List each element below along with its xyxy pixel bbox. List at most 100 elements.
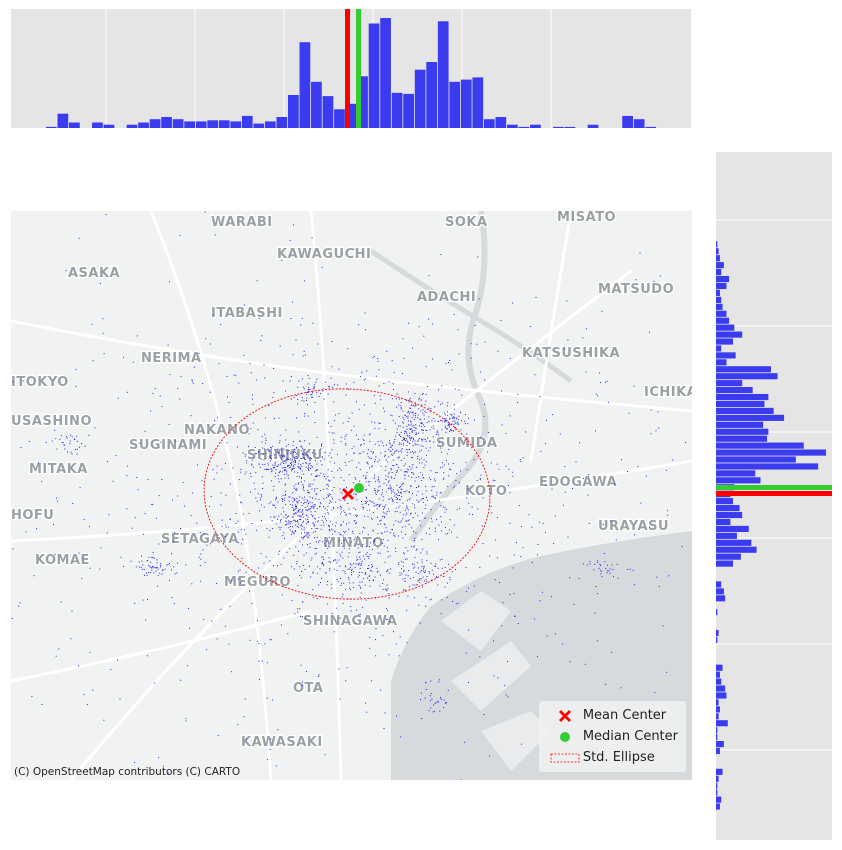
histogram-bar (207, 120, 219, 128)
histogram-bar (716, 380, 743, 387)
histogram-bar (92, 122, 103, 128)
histogram-bar (716, 768, 723, 775)
histogram-bar (334, 109, 345, 128)
place-label: MISATO (557, 211, 616, 225)
histogram-bar (253, 123, 265, 128)
histogram-bar (264, 121, 276, 128)
histogram-bar (126, 124, 138, 128)
histogram-bar (716, 359, 727, 366)
histogram-bar (716, 449, 826, 456)
legend-label: Mean Center (582, 708, 667, 723)
place-label: KOTO (465, 484, 507, 499)
histogram-bar (357, 76, 368, 128)
place-label: USASHINO (11, 414, 92, 429)
histogram-bar (645, 126, 657, 128)
histogram-bar (45, 126, 57, 128)
histogram-bar (184, 121, 196, 128)
place-label: SHINAGAWA (303, 614, 397, 629)
place-label: NAKANO (184, 423, 250, 438)
histogram-bar (716, 248, 719, 255)
place-label: KOMAE (35, 553, 90, 568)
histogram-bar (716, 518, 731, 526)
histogram-bar (716, 692, 727, 699)
median-center-legend-icon (547, 731, 583, 743)
histogram-bar (716, 685, 726, 692)
histogram-bar (716, 345, 722, 352)
map-panel[interactable]: WARABI SOKA MISATO KAWAGUCHI ASAKA ADACH… (11, 211, 692, 780)
histogram-bar (716, 393, 769, 401)
histogram-bar (716, 741, 724, 748)
legend-label: Median Center (582, 729, 678, 744)
histogram-bar (716, 387, 753, 394)
legend: Mean Center Median Center Std. Ellipse (538, 701, 686, 772)
histogram-bar (195, 121, 207, 128)
histogram-bar (716, 470, 756, 477)
histogram-bar (716, 505, 740, 512)
histogram-bar (716, 789, 718, 796)
histogram-bar (716, 581, 722, 588)
histogram-bar (716, 338, 734, 345)
histogram-bar (426, 62, 438, 128)
histogram-bar (276, 117, 288, 128)
place-label: WARABI (211, 215, 273, 230)
histogram-bar (716, 532, 737, 539)
std-ellipse-legend-icon (547, 752, 583, 764)
longitude-histogram-plot (45, 9, 657, 128)
histogram-bar (391, 92, 403, 128)
histogram-bar (716, 525, 749, 532)
histogram-bar (716, 303, 723, 310)
histogram-bar (460, 79, 472, 128)
histogram-bar (716, 498, 734, 505)
histogram-bar (564, 126, 576, 128)
histogram-bar (716, 414, 785, 421)
histogram-bar (218, 120, 230, 128)
histogram-bar (414, 69, 426, 128)
histogram-bar (716, 636, 718, 644)
histogram-bar (495, 117, 507, 128)
histogram-bar (716, 289, 720, 296)
histogram-bar (241, 115, 253, 128)
histogram-bar (716, 310, 727, 317)
histogram-bar (716, 727, 718, 734)
histogram-bar (322, 96, 334, 128)
histogram-bar (530, 124, 541, 128)
place-label: HOFU (11, 508, 54, 523)
histogram-bar (716, 713, 719, 720)
histogram-bar (716, 407, 774, 414)
histogram-bar (716, 664, 723, 671)
histogram-bar (449, 81, 461, 128)
map-canvas[interactable]: WARABI SOKA MISATO KAWAGUCHI ASAKA ADACH… (11, 211, 692, 780)
histogram-bar (716, 400, 765, 408)
legend-entry-mean: Mean Center (547, 705, 678, 726)
histogram-bar (483, 119, 495, 128)
histogram-bar (716, 629, 719, 637)
median-center-marker (354, 483, 364, 493)
histogram-bar (716, 477, 761, 484)
reclaimed-land (441, 591, 551, 771)
histogram-bar (716, 373, 778, 380)
place-label: MATSUDO (598, 282, 674, 297)
histogram-bar (172, 119, 184, 128)
mean-longitude-line (345, 9, 350, 128)
std-ellipse (203, 388, 491, 600)
map-attribution: (C) OpenStreetMap contributors (C) CARTO (14, 766, 241, 778)
place-label: NERIMA (141, 351, 202, 366)
histogram-bar (69, 122, 80, 128)
place-label: SUGINAMI (129, 438, 207, 453)
place-labels: WARABI SOKA MISATO KAWAGUCHI ASAKA ADACH… (11, 211, 692, 751)
histogram-bar (716, 775, 719, 782)
legend-entry-median: Median Center (547, 726, 678, 747)
histogram-bar (716, 539, 752, 546)
place-label: EDOGAWA (539, 475, 617, 490)
histogram-bar (716, 595, 726, 602)
histogram-bar (138, 122, 149, 128)
mean-latitude-line (716, 491, 832, 496)
histogram-bar (57, 113, 69, 128)
histogram-bar (716, 241, 718, 248)
place-label: KATSUSHIKA (522, 346, 620, 361)
event-points (11, 211, 687, 780)
histogram-bar (716, 796, 722, 803)
histogram-bar (311, 81, 322, 128)
histogram-bar (716, 282, 727, 290)
place-label: KAWAGUCHI (277, 247, 371, 262)
